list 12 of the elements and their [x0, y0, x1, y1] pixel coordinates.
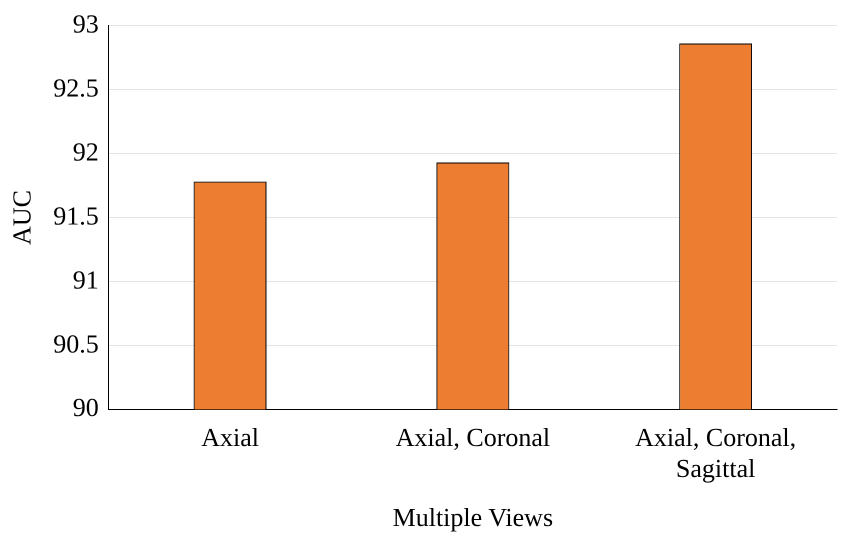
y-axis-title: AUC	[7, 190, 36, 245]
y-tick-label: 90.5	[53, 329, 99, 358]
y-tick-label: 92.5	[53, 73, 99, 102]
x-axis-title: Multiple Views	[392, 503, 554, 532]
x-tick-label: Axial	[201, 422, 259, 452]
x-tick-label: Axial, Coronal	[396, 422, 550, 452]
y-tick-label: 91	[72, 265, 99, 294]
y-tick-label: 90	[72, 393, 99, 422]
y-tick-label: 92	[72, 137, 99, 166]
y-tick-label: 93	[72, 9, 99, 38]
x-tick-label: Axial, Coronal, Sagittal	[635, 422, 796, 484]
y-tick-label: 91.5	[53, 201, 99, 230]
